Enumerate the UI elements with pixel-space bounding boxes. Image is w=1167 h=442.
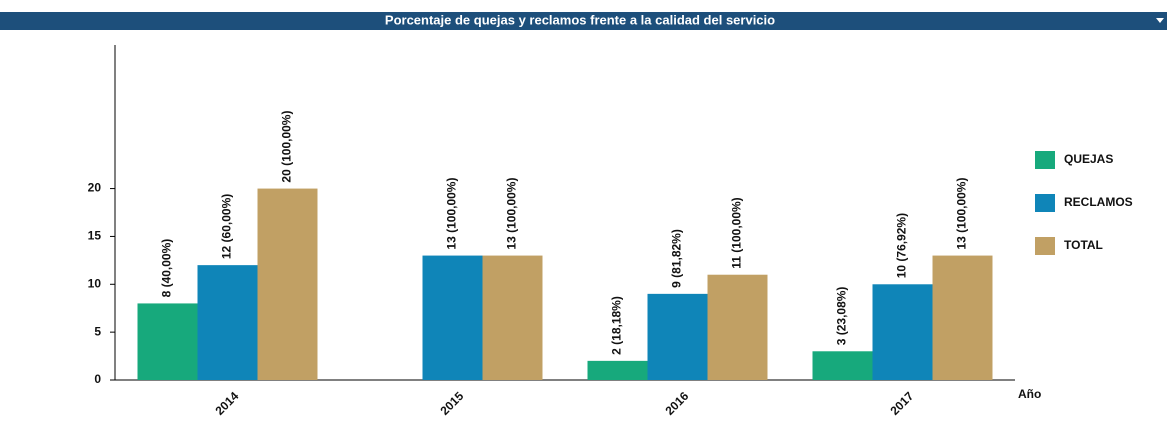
data-label: 8 (40,00%)	[160, 239, 174, 298]
legend-swatch	[1035, 237, 1055, 255]
chart-title: Porcentaje de quejas y reclamos frente a…	[385, 12, 775, 27]
data-label: 10 (76,92%)	[895, 213, 909, 278]
bar	[422, 255, 483, 380]
data-label: 11 (100,00%)	[730, 197, 744, 268]
data-label: 3 (23,08%)	[835, 287, 849, 346]
data-label: 13 (100,00%)	[505, 178, 519, 250]
bar	[257, 188, 318, 380]
x-tick-label: 2015	[438, 389, 467, 418]
x-tick-label: 2016	[663, 389, 692, 418]
data-label: 9 (81,82%)	[670, 229, 684, 288]
legend-swatch	[1035, 151, 1055, 169]
legend-swatch	[1035, 194, 1055, 212]
y-tick-label: 0	[94, 372, 101, 386]
bar	[872, 284, 933, 380]
bar	[482, 255, 543, 380]
bar	[587, 360, 648, 380]
data-label: 20 (100,00%)	[280, 111, 294, 183]
legend-label: RECLAMOS	[1064, 195, 1133, 209]
data-label: 2 (18,18%)	[610, 296, 624, 355]
data-label: 13 (100,00%)	[955, 178, 969, 250]
y-tick-label: 15	[88, 229, 102, 243]
data-label: 12 (60,00%)	[220, 194, 234, 259]
y-tick-label: 5	[94, 324, 101, 338]
x-tick-label: 2017	[888, 389, 917, 418]
bar	[197, 265, 258, 380]
x-tick-label: 2014	[213, 389, 242, 418]
dropdown-arrow[interactable]	[1156, 18, 1164, 23]
data-label: 13 (100,00%)	[445, 178, 459, 250]
bar	[812, 351, 873, 380]
legend-label: TOTAL	[1064, 238, 1103, 252]
title-bar	[0, 12, 1167, 30]
y-tick-label: 20	[88, 181, 102, 195]
x-axis-label: Año	[1018, 387, 1041, 401]
y-tick-label: 10	[88, 276, 102, 290]
bar	[932, 255, 993, 380]
bar	[137, 303, 198, 380]
bar	[707, 274, 768, 380]
bar	[647, 293, 708, 380]
legend-label: QUEJAS	[1064, 152, 1113, 166]
